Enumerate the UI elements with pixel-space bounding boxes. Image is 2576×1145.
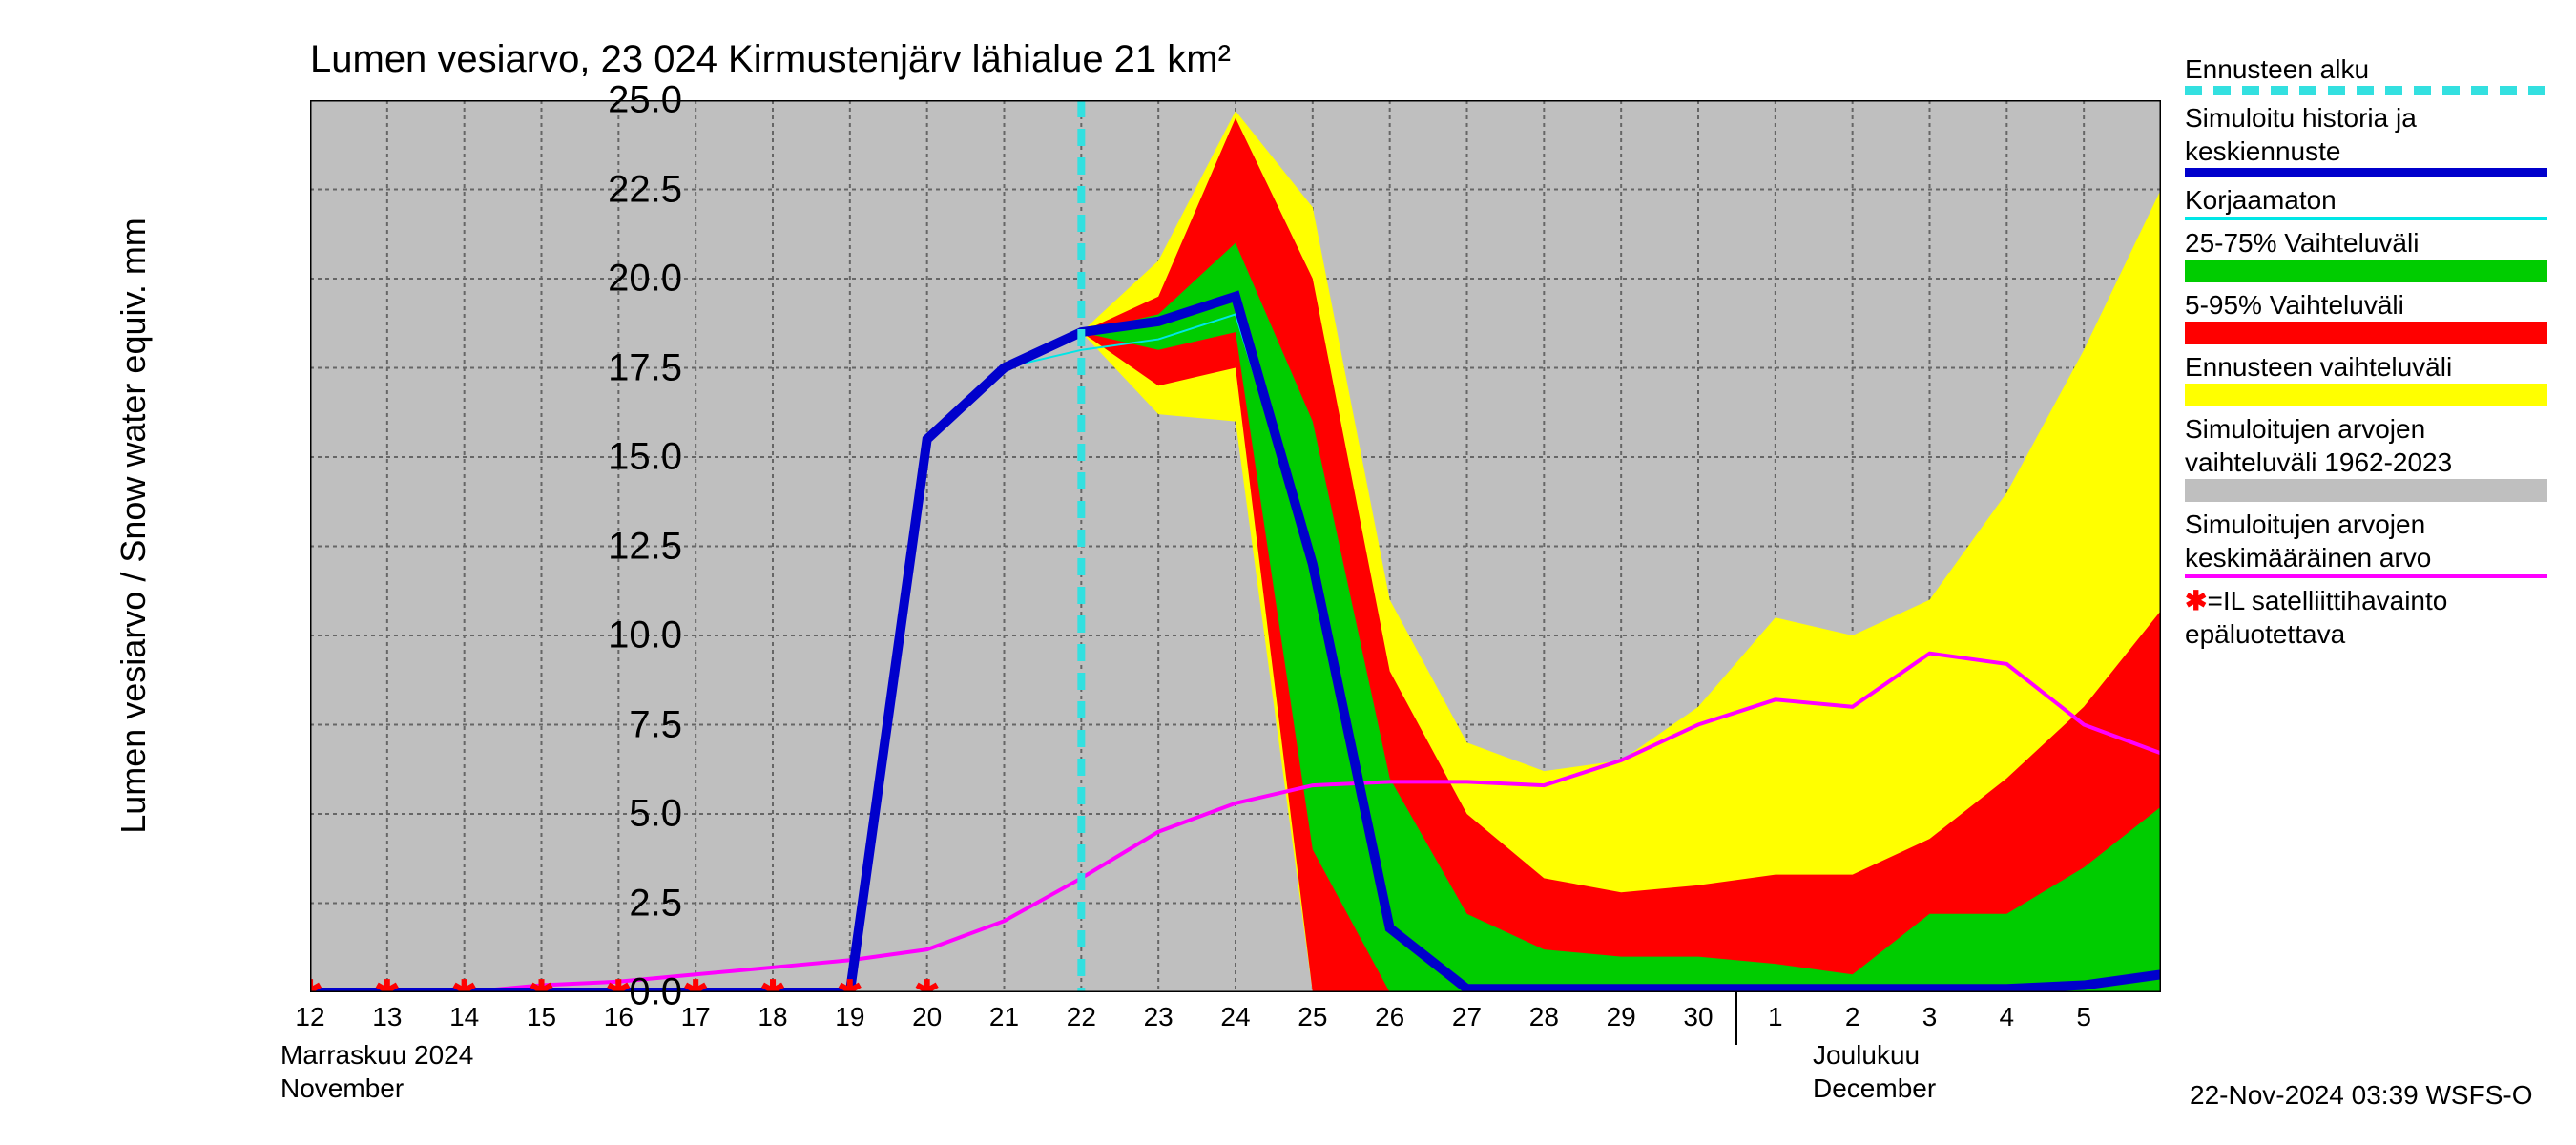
legend-item: Ennusteen alku [2185, 52, 2562, 95]
legend-label: Ennusteen vaihteluväli [2185, 350, 2562, 384]
xtick: 14 [436, 1002, 493, 1032]
legend-label: ✱=IL satelliittihavainto epäluotettava [2185, 584, 2562, 651]
timestamp: 22-Nov-2024 03:39 WSFS-O [2190, 1080, 2533, 1111]
ytick: 25.0 [587, 79, 682, 122]
legend-item: Ennusteen vaihteluväli [2185, 350, 2562, 406]
legend-swatch [2185, 217, 2547, 220]
legend-swatch [2185, 86, 2547, 95]
xtick: 19 [821, 1002, 879, 1032]
xtick: 21 [976, 1002, 1033, 1032]
xtick: 29 [1592, 1002, 1650, 1032]
svg-text:✱: ✱ [760, 974, 786, 992]
legend-item: Korjaamaton [2185, 183, 2562, 220]
xtick: 12 [281, 1002, 339, 1032]
xtick: 3 [1901, 1002, 1959, 1032]
ytick: 20.0 [587, 258, 682, 301]
xtick: 30 [1670, 1002, 1727, 1032]
xtick: 26 [1361, 1002, 1419, 1032]
month-separator [1735, 992, 1737, 1045]
legend-item: ✱=IL satelliittihavainto epäluotettava [2185, 584, 2562, 651]
xtick: 25 [1284, 1002, 1341, 1032]
xtick: 28 [1515, 1002, 1572, 1032]
xtick: 2 [1824, 1002, 1881, 1032]
legend-label: Simuloitujen arvojen keskimääräinen arvo [2185, 508, 2562, 574]
xtick: 5 [2055, 1002, 2112, 1032]
legend-swatch [2185, 479, 2547, 502]
svg-text:✱: ✱ [310, 974, 322, 992]
xtick: 13 [359, 1002, 416, 1032]
xtick: 17 [667, 1002, 724, 1032]
legend-swatch [2185, 322, 2547, 344]
legend-swatch [2185, 574, 2547, 578]
month2-en: December [1813, 1073, 1936, 1104]
svg-text:✱: ✱ [374, 974, 400, 992]
month2-fi: Joulukuu [1813, 1040, 1920, 1071]
svg-text:✱: ✱ [837, 974, 862, 992]
xtick: 15 [513, 1002, 571, 1032]
xtick: 24 [1207, 1002, 1264, 1032]
svg-text:✱: ✱ [683, 974, 709, 992]
legend-label: 5-95% Vaihteluväli [2185, 288, 2562, 322]
ytick: 17.5 [587, 346, 682, 389]
legend-swatch [2185, 168, 2547, 177]
legend-label: 25-75% Vaihteluväli [2185, 226, 2562, 260]
xtick: 16 [590, 1002, 647, 1032]
xtick: 27 [1439, 1002, 1496, 1032]
legend-label: Ennusteen alku [2185, 52, 2562, 86]
legend-swatch [2185, 260, 2547, 282]
legend-label: Simuloitujen arvojen vaihteluväli 1962-2… [2185, 412, 2562, 479]
ytick: 12.5 [587, 525, 682, 568]
legend-item: Simuloitujen arvojen vaihteluväli 1962-2… [2185, 412, 2562, 502]
xtick: 23 [1130, 1002, 1187, 1032]
legend-item: 5-95% Vaihteluväli [2185, 288, 2562, 344]
ytick: 5.0 [587, 793, 682, 836]
xtick: 18 [744, 1002, 801, 1032]
legend: Ennusteen alku Simuloitu historia ja kesk… [2185, 52, 2562, 656]
xtick: 22 [1052, 1002, 1110, 1032]
legend-item: Simuloitujen arvojen keskimääräinen arvo [2185, 508, 2562, 578]
ytick: 2.5 [587, 882, 682, 925]
month1-en: November [280, 1073, 404, 1104]
svg-text:✱: ✱ [529, 974, 554, 992]
xtick: 20 [899, 1002, 956, 1032]
ytick: 15.0 [587, 436, 682, 479]
legend-label: Korjaamaton [2185, 183, 2562, 217]
chart-title: Lumen vesiarvo, 23 024 Kirmustenjärv läh… [310, 38, 1231, 81]
ytick: 10.0 [587, 614, 682, 657]
xtick: 4 [1978, 1002, 2035, 1032]
svg-text:✱: ✱ [451, 974, 477, 992]
svg-text:✱: ✱ [914, 974, 940, 992]
legend-item: Simuloitu historia ja keskiennuste [2185, 101, 2562, 177]
y-axis-label: Lumen vesiarvo / Snow water equiv. mm [114, 192, 154, 860]
chart-container: Lumen vesiarvo, 23 024 Kirmustenjärv läh… [0, 0, 2576, 1145]
ytick: 7.5 [587, 703, 682, 746]
legend-marker-icon: ✱ [2185, 586, 2207, 615]
legend-item: 25-75% Vaihteluväli [2185, 226, 2562, 282]
legend-swatch [2185, 384, 2547, 406]
month1-fi: Marraskuu 2024 [280, 1040, 473, 1071]
xtick: 1 [1747, 1002, 1804, 1032]
ytick: 22.5 [587, 168, 682, 211]
legend-label: Simuloitu historia ja keskiennuste [2185, 101, 2562, 168]
